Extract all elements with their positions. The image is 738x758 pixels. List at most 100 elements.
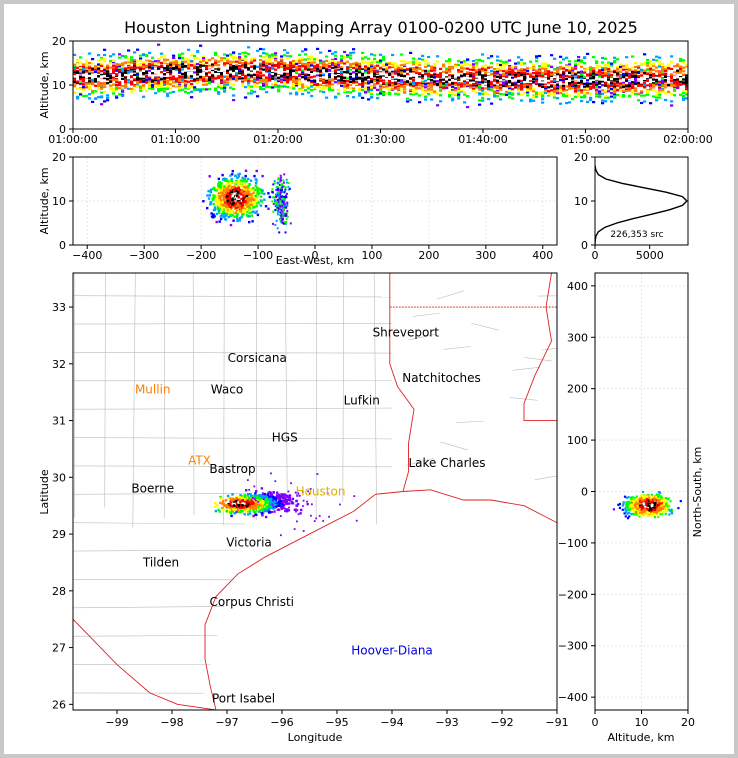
source-mark — [454, 79, 458, 82]
source-mark — [316, 63, 320, 66]
source-mark — [178, 76, 182, 79]
source-mark — [451, 67, 455, 70]
source-mark — [529, 79, 533, 82]
source-mark — [535, 78, 539, 81]
source-mark — [379, 61, 383, 64]
source-mark — [607, 85, 611, 88]
source-mark — [466, 76, 470, 79]
source-mark — [580, 70, 584, 73]
source-mark — [490, 69, 494, 73]
source-mark — [409, 93, 413, 96]
source-mark — [511, 70, 515, 73]
source-mark — [559, 83, 563, 86]
source-mark — [556, 68, 560, 71]
source-mark — [88, 66, 92, 69]
source-mark — [127, 78, 131, 82]
source-mark — [658, 78, 662, 81]
source-mark — [196, 77, 200, 80]
source-mark — [574, 81, 578, 85]
source-mark — [142, 80, 146, 83]
source-mark — [646, 79, 650, 82]
source-mark — [475, 81, 479, 85]
source-mark — [175, 66, 179, 69]
source-mark — [301, 92, 305, 96]
source-mark — [448, 83, 452, 86]
source-mark — [352, 66, 356, 69]
source-mark — [604, 64, 608, 67]
source-mark — [100, 91, 104, 94]
source-mark — [499, 69, 503, 72]
source-mark — [307, 63, 311, 66]
source-mark — [289, 92, 293, 95]
source-mark — [262, 87, 266, 90]
source-mark — [514, 81, 518, 84]
source-mark — [478, 76, 482, 79]
source-mark — [592, 101, 596, 104]
source-mark — [409, 88, 413, 91]
source-mark — [565, 80, 569, 83]
source-mark — [604, 67, 608, 70]
source-mark — [247, 92, 251, 95]
source-mark — [301, 62, 305, 65]
source-mark — [271, 66, 275, 69]
source-mark — [463, 78, 467, 81]
source-mark — [112, 76, 116, 79]
source-mark — [151, 86, 155, 89]
source-mark — [421, 54, 425, 57]
source-mark — [130, 73, 134, 76]
source-mark — [472, 90, 476, 93]
source-mark — [508, 82, 512, 86]
source-mark — [172, 74, 176, 77]
source-mark — [547, 64, 551, 67]
source-mark — [166, 82, 170, 85]
source-mark — [88, 72, 92, 75]
source-mark — [214, 59, 218, 62]
source-mark — [550, 92, 554, 96]
source-mark — [376, 79, 380, 82]
source-mark — [559, 92, 563, 95]
source-mark — [403, 86, 407, 89]
source-mark — [586, 92, 590, 95]
source-mark — [580, 77, 584, 80]
source-mark — [478, 88, 482, 91]
source-mark — [541, 91, 545, 94]
source-mark — [94, 90, 98, 93]
source-mark — [172, 67, 176, 70]
source-mark — [229, 78, 233, 81]
source-mark — [268, 66, 272, 69]
source-mark — [361, 85, 365, 88]
source-mark — [559, 81, 563, 84]
source-mark — [640, 74, 644, 77]
source-mark — [334, 63, 338, 66]
figure-canvas: Houston Lightning Mapping Array 0100-020… — [4, 4, 734, 754]
source-mark — [193, 64, 197, 67]
source-mark — [271, 77, 275, 80]
source-mark — [520, 88, 524, 91]
source-mark — [661, 80, 665, 84]
source-mark — [88, 82, 92, 85]
source-mark — [391, 75, 395, 79]
source-mark — [385, 68, 389, 71]
source-mark — [334, 51, 338, 54]
source-mark — [283, 64, 287, 67]
source-mark — [130, 70, 134, 73]
source-mark — [562, 87, 566, 91]
source-mark — [622, 81, 626, 84]
source-mark — [553, 91, 557, 94]
source-mark — [310, 70, 314, 73]
source-mark — [210, 212, 213, 215]
source-mark — [526, 91, 530, 94]
source-mark — [526, 85, 530, 88]
source-mark — [580, 82, 584, 85]
source-mark — [217, 68, 221, 71]
source-mark — [313, 61, 317, 64]
source-mark — [388, 76, 392, 79]
source-mark — [577, 93, 581, 96]
source-mark — [370, 86, 374, 89]
source-mark — [112, 74, 116, 77]
source-mark — [436, 55, 440, 58]
source-mark — [466, 81, 470, 84]
source-mark — [331, 71, 335, 74]
source-mark — [82, 76, 86, 79]
source-mark — [160, 74, 164, 77]
